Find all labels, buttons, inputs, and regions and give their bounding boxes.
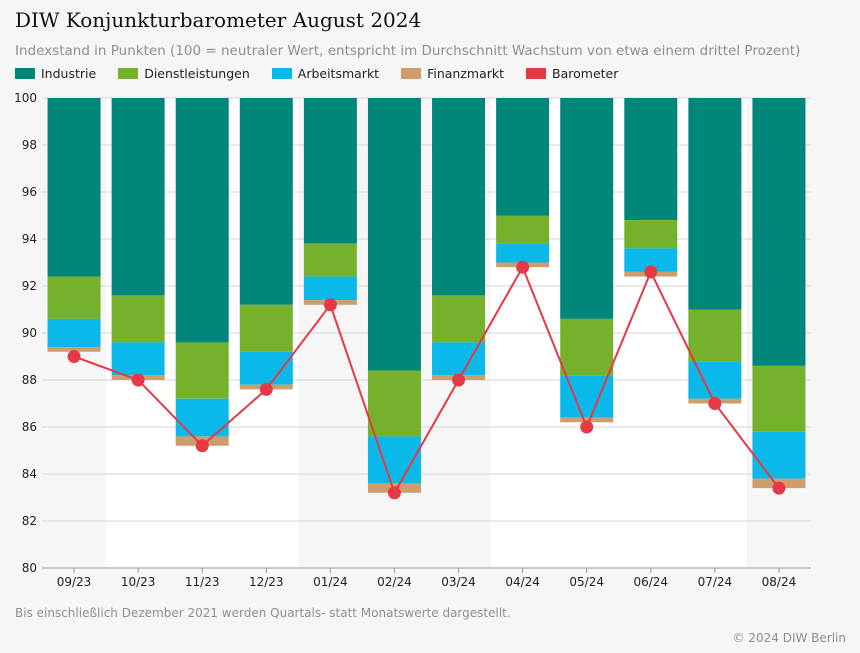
x-tick-label-01-24: 01/24 <box>313 575 348 589</box>
legend-item-industrie[interactable]: Industrie <box>15 66 96 81</box>
bar-industrie-09-23 <box>47 98 101 277</box>
bar-arbeitsmarkt-12-23 <box>239 351 293 385</box>
bar-dienstleistungen-09-23 <box>47 276 101 319</box>
barometer-point-02-24 <box>387 486 401 500</box>
bar-industrie-05-24 <box>560 98 614 319</box>
bar-dienstleistungen-11-23 <box>175 342 229 399</box>
legend-label-arbeitsmarkt: Arbeitsmarkt <box>297 66 380 81</box>
y-tick-label-94: 94 <box>22 232 37 246</box>
bar-arbeitsmarkt-06-24 <box>624 248 678 272</box>
y-tick-label-100: 100 <box>14 91 37 105</box>
legend-item-finanzmarkt[interactable]: Finanzmarkt <box>401 66 504 81</box>
legend-label-dienstleistungen: Dienstleistungen <box>144 66 250 81</box>
legend-item-barometer[interactable]: Barometer <box>526 66 618 81</box>
bar-industrie-11-23 <box>175 98 229 343</box>
bar-dienstleistungen-12-23 <box>239 304 293 352</box>
copyright: © 2024 DIW Berlin <box>732 631 846 645</box>
legend-label-industrie: Industrie <box>41 66 97 81</box>
barometer-point-07-24 <box>708 397 722 410</box>
y-tick-label-86: 86 <box>22 420 37 434</box>
x-tick-label-07-24: 07/24 <box>698 575 733 589</box>
bar-industrie-03-24 <box>432 98 486 296</box>
bar-dienstleistungen-02-24 <box>367 370 421 437</box>
bar-industrie-01-24 <box>303 98 357 244</box>
bar-industrie-07-24 <box>688 98 742 310</box>
y-tick-label-84: 84 <box>22 467 37 481</box>
barometer-point-04-24 <box>516 260 530 274</box>
x-tick-label-10-23: 10/23 <box>121 575 156 589</box>
legend-swatch-barometer <box>526 68 547 79</box>
legend-item-dienstleistungen[interactable]: Dienstleistungen <box>118 66 250 81</box>
legend-swatch-dienstleistungen <box>118 68 139 79</box>
y-tick-label-98: 98 <box>22 138 37 152</box>
bar-industrie-02-24 <box>367 98 421 371</box>
bar-dienstleistungen-08-24 <box>752 365 806 432</box>
bar-dienstleistungen-04-24 <box>496 215 550 244</box>
y-tick-label-80: 80 <box>22 561 37 575</box>
bar-dienstleistungen-01-24 <box>303 243 357 277</box>
bar-arbeitsmarkt-08-24 <box>752 431 806 479</box>
chart-title: DIW Konjunkturbarometer August 2024 <box>15 8 422 32</box>
legend-label-barometer: Barometer <box>552 66 619 81</box>
legend-item-arbeitsmarkt[interactable]: Arbeitsmarkt <box>271 66 380 81</box>
barometer-line <box>73 264 780 496</box>
y-tick-label-82: 82 <box>22 514 37 528</box>
bar-industrie-10-23 <box>111 98 165 296</box>
bar-finanzmarkt-05-24 <box>560 417 614 423</box>
footnote: Bis einschließlich Dezember 2021 werden … <box>15 606 511 620</box>
y-tick-label-96: 96 <box>22 185 37 199</box>
y-tick-label-88: 88 <box>22 373 37 387</box>
barometer-point-01-24 <box>323 298 337 312</box>
bar-arbeitsmarkt-04-24 <box>496 243 550 263</box>
barometer-point-09-23 <box>67 350 81 363</box>
bar-dienstleistungen-06-24 <box>624 220 678 249</box>
bar-dienstleistungen-10-23 <box>111 295 165 343</box>
chart-subtitle: Indexstand in Punkten (100 = neutraler W… <box>15 43 801 59</box>
x-tick-label-12-23: 12/23 <box>249 575 284 589</box>
x-tick-label-05-24: 05/24 <box>569 575 604 589</box>
bar-industrie-12-23 <box>239 98 293 305</box>
x-tick-label-09-23: 09/23 <box>57 575 92 589</box>
bar-finanzmarkt-09-23 <box>47 347 101 352</box>
barometer-point-11-23 <box>195 439 209 453</box>
bar-arbeitsmarkt-09-23 <box>47 318 101 348</box>
bar-dienstleistungen-05-24 <box>560 318 614 376</box>
x-tick-label-08-24: 08/24 <box>762 575 797 589</box>
bar-industrie-04-24 <box>496 98 550 216</box>
bar-arbeitsmarkt-10-23 <box>111 342 165 376</box>
barometer-point-12-23 <box>259 382 273 396</box>
x-tick-label-02-24: 02/24 <box>377 575 412 589</box>
x-tick-label-06-24: 06/24 <box>633 575 668 589</box>
barometer-point-10-23 <box>131 373 145 387</box>
legend-swatch-industrie <box>15 68 35 79</box>
bar-arbeitsmarkt-01-24 <box>303 276 357 301</box>
legend-swatch-finanzmarkt <box>401 68 422 79</box>
x-tick-label-04-24: 04/24 <box>505 575 540 589</box>
barometer-point-06-24 <box>644 265 658 279</box>
bar-dienstleistungen-03-24 <box>432 295 486 343</box>
bar-dienstleistungen-07-24 <box>688 309 742 362</box>
barometer-point-08-24 <box>772 481 786 495</box>
x-tick-label-03-24: 03/24 <box>441 575 476 589</box>
legend: Industrie Dienstleistungen Arbeitsmarkt … <box>15 66 618 81</box>
barometer-point-03-24 <box>452 373 466 387</box>
y-tick-label-92: 92 <box>22 279 37 293</box>
bar-industrie-08-24 <box>752 98 806 366</box>
x-tick-label-11-23: 11/23 <box>185 575 220 589</box>
bar-industrie-06-24 <box>624 98 678 221</box>
legend-swatch-arbeitsmarkt <box>271 68 292 79</box>
legend-label-finanzmarkt: Finanzmarkt <box>427 66 505 81</box>
barometer-point-05-24 <box>580 420 594 434</box>
y-tick-label-90: 90 <box>22 326 37 340</box>
